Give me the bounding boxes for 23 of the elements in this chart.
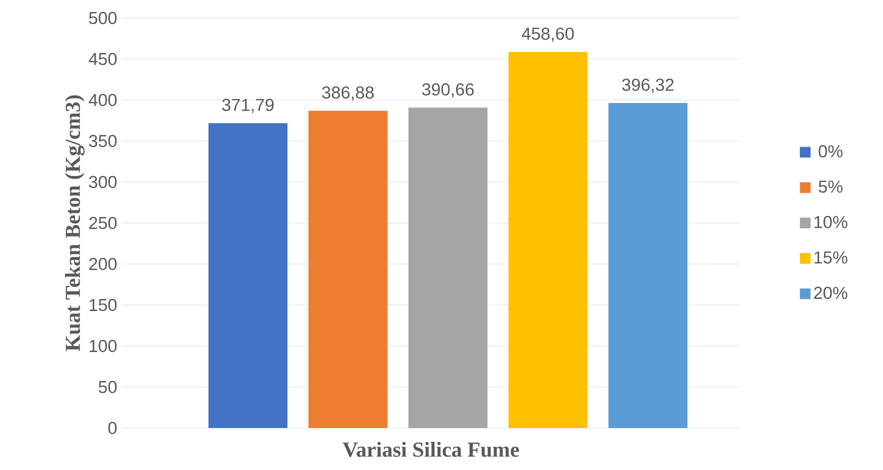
data-label: 396,32 [622, 78, 674, 93]
data-label: 386,88 [322, 86, 374, 101]
data-label: 458,60 [522, 28, 574, 42]
y-tick-label: 100 [90, 340, 117, 352]
y-axis-title: Kuat Tekan Beton (Kg/cm3) [65, 95, 85, 352]
legend-label: 10% [814, 216, 848, 228]
legend-label: 0% [818, 145, 842, 158]
y-tick-label: 450 [88, 52, 117, 66]
data-label: 371,79 [222, 98, 274, 114]
x-axis-title: Variasi Silica Fume [342, 442, 519, 457]
y-tick-label: 150 [90, 298, 117, 312]
y-tick-label: 400 [88, 94, 117, 106]
legend-label: 15% [814, 251, 848, 264]
y-tick-label: 50 [98, 380, 117, 394]
legend-label: 5% [818, 180, 842, 193]
y-tick-label: 0 [108, 422, 117, 434]
y-tick-label: 300 [89, 176, 117, 188]
y-tick-label: 350 [89, 134, 117, 148]
y-tick-label: 250 [89, 216, 117, 230]
legend-label: 20% [814, 286, 848, 300]
data-label: 390,66 [422, 83, 474, 98]
y-tick-label: 500 [89, 12, 117, 24]
y-tick-label: 200 [89, 258, 117, 270]
